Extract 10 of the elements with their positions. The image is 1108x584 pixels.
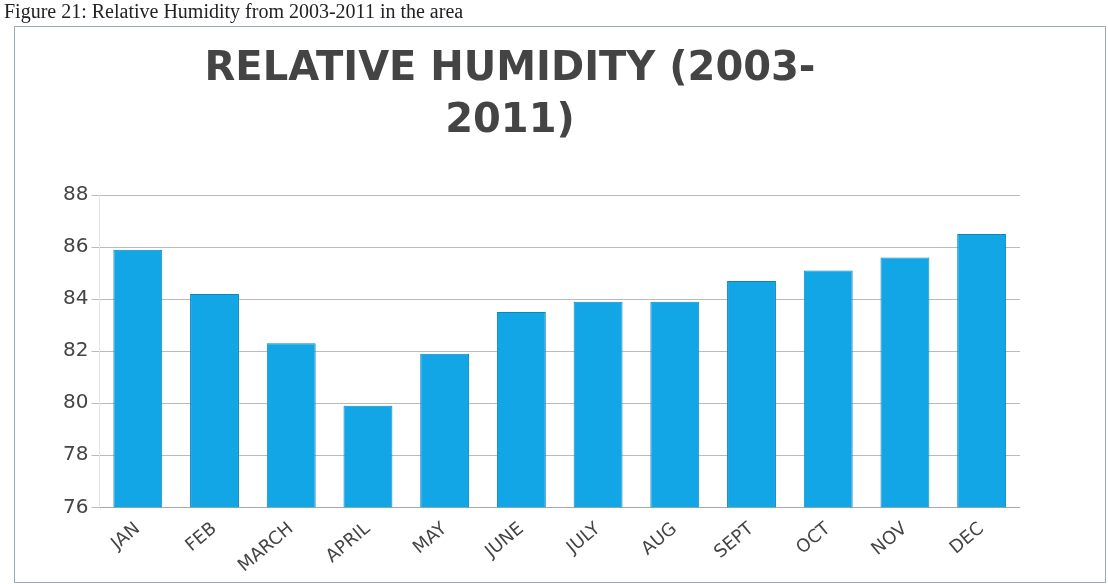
y-tick-label: 78 — [63, 441, 89, 466]
caption: Figure 21: Relative Humidity from 2003-2011 in the area — [4, 0, 464, 23]
y-tick-label: 84 — [63, 285, 89, 310]
x-tick-label: FEB — [180, 517, 221, 556]
y-tick-label: 82 — [63, 337, 89, 362]
y-tick-label: 88 — [63, 181, 89, 206]
y-tick-label: 80 — [63, 389, 89, 414]
chart-title: RELATIVE HUMIDITY (2003-2011) — [203, 42, 817, 143]
y-tick-label: 86 — [63, 233, 89, 258]
y-tick-label: 76 — [63, 493, 89, 518]
